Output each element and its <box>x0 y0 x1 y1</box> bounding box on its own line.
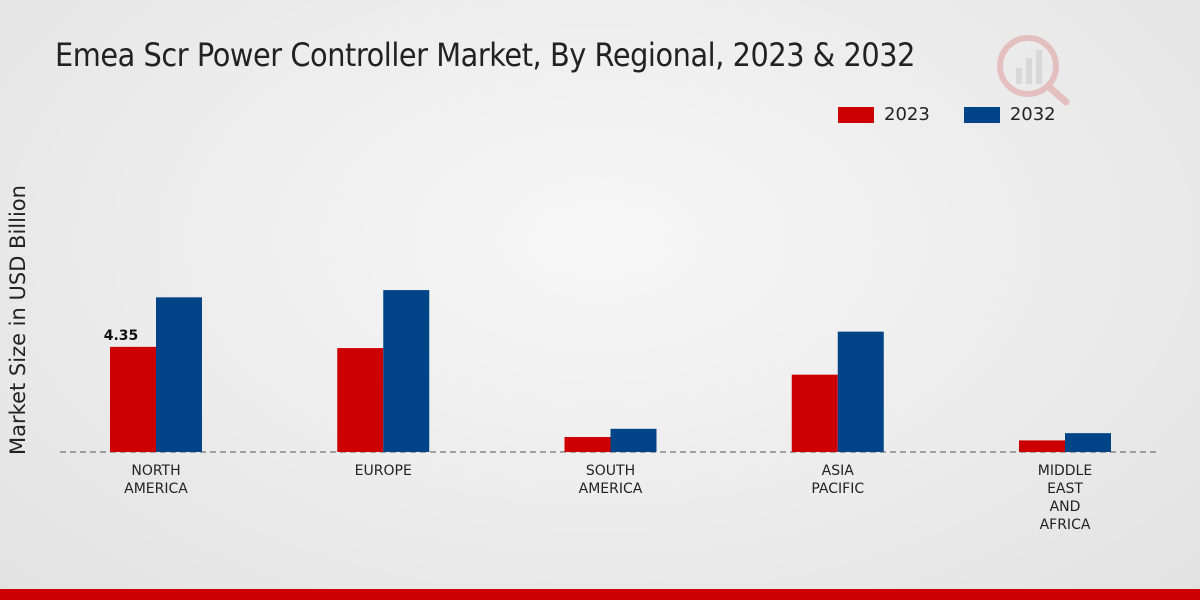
x-tick-label-2: SOUTH AMERICA <box>579 463 643 497</box>
legend-label-2023: 2023 <box>884 104 930 125</box>
x-tick-label-3: ASIA PACIFIC <box>811 463 864 497</box>
legend-item-2032: 2032 <box>963 104 1056 125</box>
bar-2032-1 <box>383 290 430 452</box>
bar-2032-4 <box>1065 433 1111 452</box>
bar-2032-0 <box>156 297 202 452</box>
bar-2023-0 <box>110 346 156 452</box>
x-tick-label-0: NORTH AMERICA <box>124 463 188 497</box>
x-tick-label-1: EUROPE <box>355 463 412 479</box>
legend: 2023 2032 <box>838 104 1090 125</box>
legend-swatch-2032 <box>963 106 1000 123</box>
chart-title: Emea Scr Power Controller Market, By Reg… <box>55 36 916 74</box>
legend-label-2032: 2032 <box>1009 104 1056 125</box>
x-tick-label-4: MIDDLE EAST AND AFRICA <box>1038 463 1092 533</box>
bar-2023-4 <box>1019 440 1065 452</box>
bottom-accent-bar <box>0 589 1200 600</box>
bar-2023-3 <box>791 374 838 452</box>
data-label-0: 4.35 <box>104 328 139 344</box>
bar-2032-2 <box>610 428 657 452</box>
bar-2023-2 <box>564 437 611 452</box>
legend-swatch-2023 <box>838 106 874 123</box>
legend-item-2023: 2023 <box>838 104 930 125</box>
bar-2023-1 <box>337 348 384 452</box>
watermark-logo-icon <box>997 35 1070 106</box>
bar-2032-3 <box>837 331 884 452</box>
